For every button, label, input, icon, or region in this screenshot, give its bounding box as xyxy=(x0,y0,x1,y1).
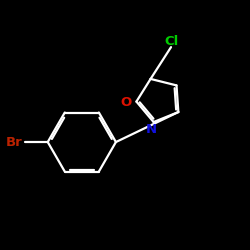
Text: N: N xyxy=(146,123,157,136)
Text: Br: Br xyxy=(6,136,22,148)
Text: Cl: Cl xyxy=(164,35,178,48)
Text: O: O xyxy=(120,96,132,108)
